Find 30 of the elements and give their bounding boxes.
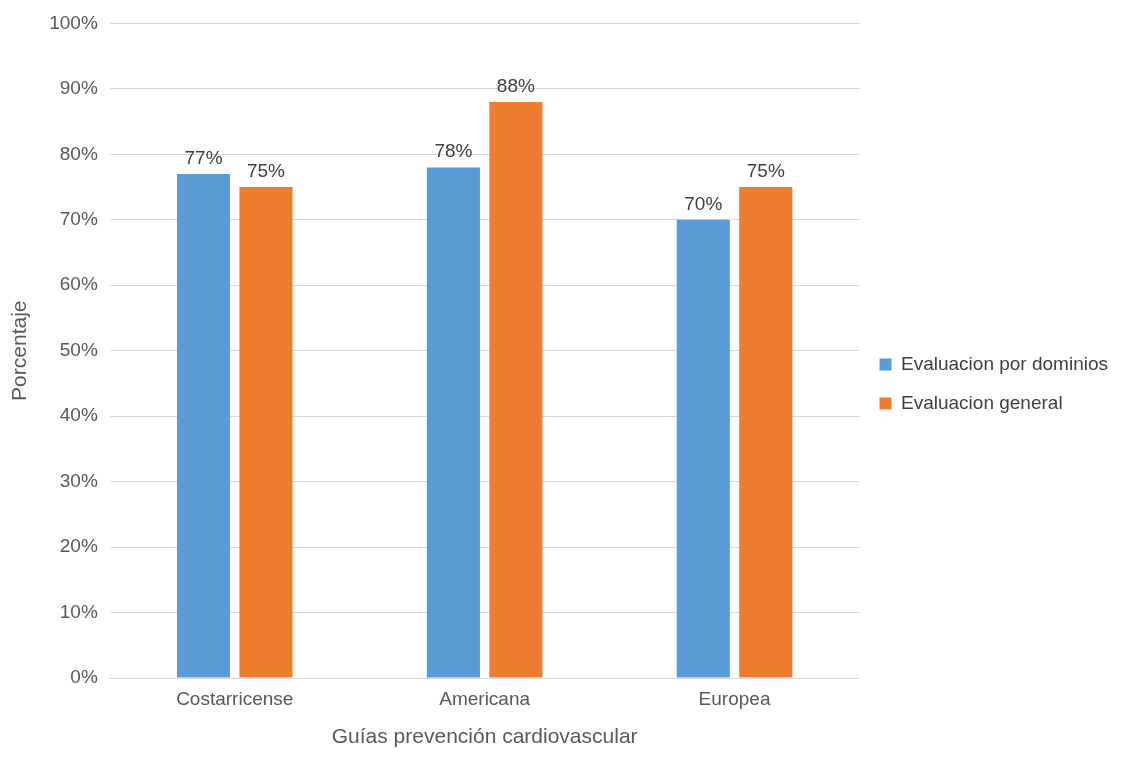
y-tick-label: 40% [59, 404, 98, 426]
data-label: 78% [434, 140, 473, 162]
data-label: 70% [684, 192, 723, 214]
y-tick-label: 70% [59, 208, 98, 230]
x-tick-label: Costarricense [176, 687, 294, 709]
data-label: 75% [246, 159, 286, 181]
x-tick-label: Americana [439, 687, 531, 709]
bar [426, 167, 480, 678]
y-tick-label: 90% [59, 77, 98, 99]
y-tick-label: 50% [59, 338, 98, 360]
y-tick-label: 30% [59, 469, 98, 491]
y-axis-title: Porcentaje [7, 300, 31, 401]
data-label: 88% [496, 74, 535, 96]
x-tick-label: Europea [698, 687, 771, 709]
bar [739, 187, 793, 678]
bar [489, 101, 543, 678]
bar [676, 219, 730, 678]
y-tick-label: 20% [59, 535, 98, 557]
legend-label: Evaluacion por dominios [900, 352, 1109, 374]
x-axis-title: Guías prevención cardiovascular [331, 724, 638, 748]
legend-label: Evaluacion general [900, 391, 1063, 413]
y-tick-label: 10% [59, 600, 98, 622]
y-tick-label: 0% [70, 666, 98, 688]
data-label: 75% [746, 159, 785, 181]
bar [176, 173, 231, 678]
bar [239, 187, 293, 678]
data-label: 77% [184, 146, 223, 168]
y-tick-label: 60% [59, 273, 98, 295]
y-tick-label: 100% [49, 11, 98, 33]
y-tick-label: 80% [59, 142, 98, 164]
